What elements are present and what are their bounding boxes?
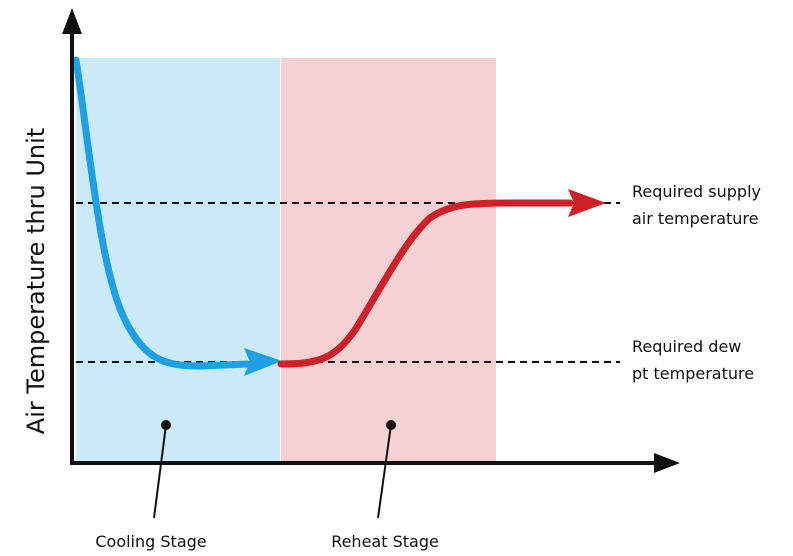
cooling-curve-arrowhead: [244, 348, 282, 376]
cooling-stage-region: [76, 58, 280, 462]
y-axis-arrowhead: [62, 8, 82, 34]
x-axis-arrowhead: [654, 453, 680, 473]
dew-point-label-line2: pt temperature: [632, 364, 754, 383]
reheat-stage-label: Reheat Stage: [331, 532, 439, 551]
cooling-stage-label: Cooling Stage: [95, 532, 206, 551]
y-axis-label: Air Temperature thru Unit: [22, 128, 50, 434]
cooling-curve: [72, 56, 252, 370]
supply-temperature-label-line2: air temperature: [632, 209, 758, 228]
cooling-stage-leader: [153, 424, 167, 519]
dew-point-label-line1: Required dew: [632, 337, 741, 356]
reheat-curve-arrowhead: [568, 189, 606, 217]
reheat-stage-region: [281, 58, 496, 462]
reheat-curve: [277, 199, 574, 368]
reheat-stage-leader: [377, 424, 392, 519]
supply-temperature-label-line1: Required supply: [632, 182, 761, 201]
